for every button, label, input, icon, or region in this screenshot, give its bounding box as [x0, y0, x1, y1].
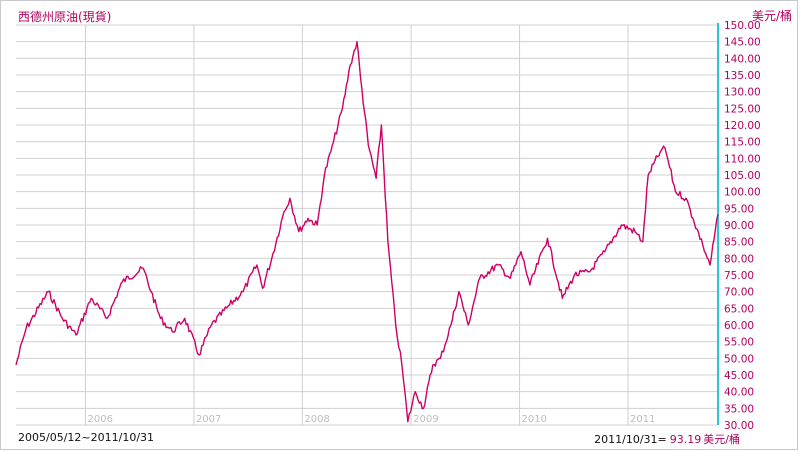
y-tick-label: 35.00 — [724, 403, 754, 415]
x-tick-label: 2010 — [522, 414, 547, 425]
y-tick-label: 125.00 — [724, 103, 761, 115]
y-tick-label: 70.00 — [724, 287, 754, 299]
y-tick-label: 80.00 — [724, 253, 754, 265]
y-tick-label: 95.00 — [724, 203, 754, 215]
y-tick-label: 50.00 — [724, 353, 754, 365]
last-unit-label: 美元/桶 — [703, 433, 740, 446]
y-tick-label: 110.00 — [724, 153, 761, 165]
x-tick-label: 2009 — [413, 414, 438, 425]
x-tick-label: 2006 — [88, 414, 113, 425]
date-range-label: 2005/05/12~2011/10/31 — [18, 431, 155, 444]
y-tick-label: 135.00 — [724, 70, 761, 82]
series-line — [15, 41, 719, 423]
y-tick-label: 75.00 — [724, 270, 754, 282]
last-value-readout: 2011/10/31= 93.19 美元/桶 — [594, 431, 740, 447]
y-tick-label: 90.00 — [724, 220, 754, 232]
y-tick-label: 130.00 — [724, 87, 761, 99]
y-tick-label: 120.00 — [724, 120, 761, 132]
y-axis-unit: 美元/桶 — [751, 9, 792, 23]
x-tick-labels: 2006 2007 2008 2009 2010 2011 — [88, 414, 656, 425]
y-tick-label: 145.00 — [724, 37, 761, 49]
x-tick-label: 2007 — [196, 414, 221, 425]
y-tick-labels: 150.00 145.00 140.00 135.00 130.00 125.00 120.… — [724, 20, 761, 432]
chart-title: 西德州原油(現貨) — [18, 10, 112, 24]
y-tick-label: 65.00 — [724, 303, 754, 315]
x-tick-label: 2008 — [304, 414, 329, 425]
y-tick-label: 140.00 — [724, 53, 761, 65]
y-tick-label: 60.00 — [724, 320, 754, 332]
y-tick-label: 105.00 — [724, 170, 761, 182]
y-tick-label: 40.00 — [724, 387, 754, 399]
last-value-label: 93.19 — [669, 433, 702, 446]
y-tick-label: 115.00 — [724, 137, 761, 149]
y-tick-label: 85.00 — [724, 237, 754, 249]
y-tick-label: 45.00 — [724, 370, 754, 382]
y-tick-label: 55.00 — [724, 337, 754, 349]
y-tick-label: 100.00 — [724, 187, 761, 199]
y-tick-label: 150.00 — [724, 20, 761, 32]
last-date-label: 2011/10/31= — [594, 433, 667, 446]
x-tick-label: 2011 — [630, 414, 655, 425]
grid-lines — [16, 24, 718, 426]
y-tick-label: 30.00 — [724, 420, 754, 432]
